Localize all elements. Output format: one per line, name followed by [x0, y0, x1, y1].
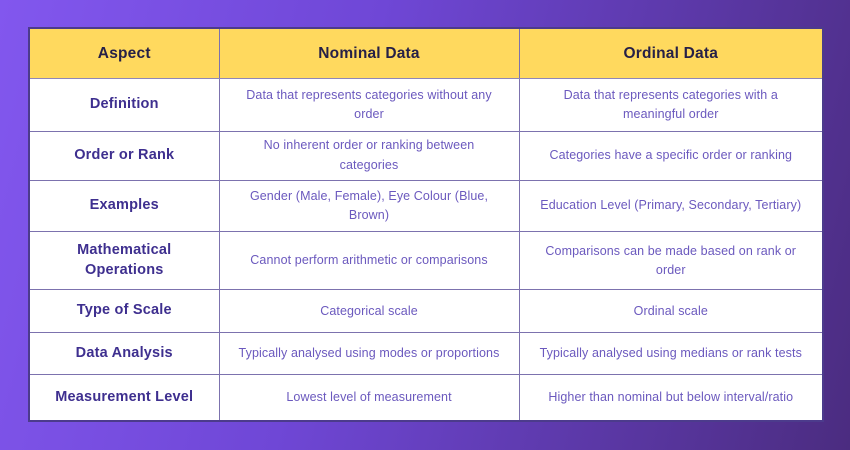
nominal-cell: Gender (Male, Female), Eye Colour (Blue,… [218, 179, 520, 233]
row-label: Definition [28, 78, 220, 132]
row-label: Measurement Level [28, 373, 220, 422]
table-row-definition: Definition Data that represents categori… [28, 78, 824, 132]
nominal-cell: Lowest level of measurement [218, 373, 520, 422]
row-label: Data Analysis [28, 332, 220, 375]
table-row-mathematical-operations: Mathematical Operations Cannot perform a… [28, 231, 824, 291]
nominal-cell: Data that represents categories without … [218, 78, 520, 132]
comparison-table-container: Aspect Nominal Data Ordinal Data Definit… [28, 27, 824, 422]
header-row: Aspect Nominal Data Ordinal Data [28, 27, 824, 79]
ordinal-cell: Education Level (Primary, Secondary, Ter… [518, 179, 824, 233]
table-row-measurement-level: Measurement Level Lowest level of measur… [28, 373, 824, 422]
row-label: Examples [28, 179, 220, 233]
header-nominal-data: Nominal Data [218, 27, 520, 79]
nominal-vs-ordinal-table: Aspect Nominal Data Ordinal Data Definit… [28, 27, 824, 422]
table-row-type-of-scale: Type of Scale Categorical scale Ordinal … [28, 289, 824, 334]
table-row-data-analysis: Data Analysis Typically analysed using m… [28, 332, 824, 375]
nominal-cell: No inherent order or ranking between cat… [218, 130, 520, 181]
row-label: Order or Rank [28, 130, 220, 181]
ordinal-cell: Typically analysed using medians or rank… [518, 332, 824, 375]
ordinal-cell: Comparisons can be made based on rank or… [518, 231, 824, 291]
ordinal-cell: Categories have a specific order or rank… [518, 130, 824, 181]
nominal-cell: Cannot perform arithmetic or comparisons [218, 231, 520, 291]
nominal-cell: Typically analysed using modes or propor… [218, 332, 520, 375]
header-aspect: Aspect [28, 27, 220, 79]
row-label: Mathematical Operations [28, 231, 220, 291]
ordinal-cell: Higher than nominal but below interval/r… [518, 373, 824, 422]
ordinal-cell: Data that represents categories with a m… [518, 78, 824, 132]
nominal-cell: Categorical scale [218, 289, 520, 334]
header-ordinal-data: Ordinal Data [518, 27, 824, 79]
ordinal-cell: Ordinal scale [518, 289, 824, 334]
table-row-order-or-rank: Order or Rank No inherent order or ranki… [28, 130, 824, 181]
row-label: Type of Scale [28, 289, 220, 334]
table-row-examples: Examples Gender (Male, Female), Eye Colo… [28, 179, 824, 233]
